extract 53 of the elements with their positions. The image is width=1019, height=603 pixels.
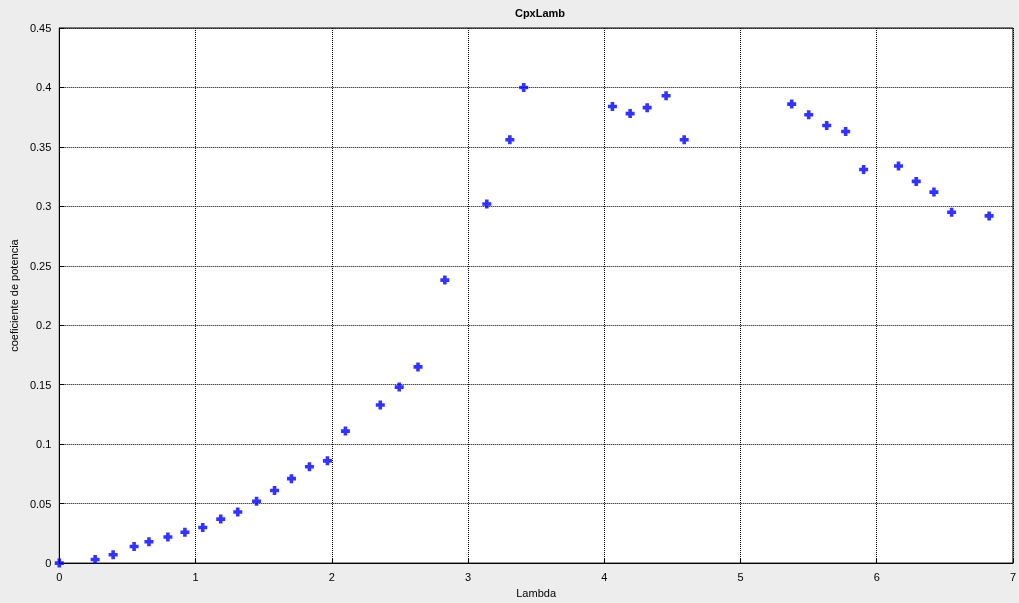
x-tick-label: 2 bbox=[328, 570, 335, 583]
point bbox=[129, 541, 139, 551]
y-tick-label: 0.45 bbox=[29, 22, 52, 34]
point bbox=[90, 555, 100, 565]
point bbox=[144, 537, 154, 547]
y-tick-label: 0.3 bbox=[36, 200, 52, 213]
point bbox=[252, 496, 262, 506]
y-tick-label: 0.25 bbox=[29, 259, 52, 272]
x-tick-label: 3 bbox=[464, 570, 472, 583]
point bbox=[304, 462, 314, 472]
x-tick-label: 6 bbox=[873, 570, 880, 583]
point bbox=[679, 135, 689, 145]
x-axis-title: Lambda bbox=[516, 586, 557, 599]
y-tick-label: 0.2 bbox=[36, 319, 52, 332]
point bbox=[394, 382, 404, 392]
point bbox=[413, 362, 423, 372]
point bbox=[894, 161, 904, 171]
point bbox=[519, 82, 529, 92]
x-tick-label: 1 bbox=[192, 570, 199, 583]
point bbox=[625, 109, 635, 119]
x-tick-label: 7 bbox=[1009, 570, 1016, 583]
y-axis-title: coeficiente de potencia bbox=[7, 238, 20, 352]
y-tick-label: 0 bbox=[45, 557, 52, 570]
point bbox=[216, 514, 226, 524]
point bbox=[505, 135, 515, 145]
point bbox=[661, 91, 671, 101]
point bbox=[804, 110, 814, 120]
point bbox=[163, 532, 173, 542]
y-tick-label: 0.4 bbox=[36, 81, 52, 94]
point bbox=[911, 176, 921, 186]
point bbox=[984, 211, 994, 221]
chart-title: CpxLamb bbox=[514, 6, 566, 19]
point bbox=[322, 456, 332, 466]
point bbox=[233, 507, 243, 517]
point bbox=[787, 99, 797, 109]
point bbox=[642, 103, 652, 113]
y-tick-label: 0.35 bbox=[29, 140, 52, 153]
x-tick-label: 4 bbox=[601, 570, 608, 583]
point bbox=[822, 121, 832, 131]
y-tick-label: 0.15 bbox=[29, 378, 52, 391]
point bbox=[108, 550, 118, 560]
y-tick-label: 0.05 bbox=[29, 497, 52, 510]
point bbox=[482, 199, 492, 209]
x-tick-label: 0 bbox=[56, 570, 63, 583]
point bbox=[929, 187, 939, 197]
point bbox=[198, 522, 208, 532]
x-tick-label: 5 bbox=[737, 570, 744, 583]
point bbox=[54, 558, 64, 568]
point bbox=[440, 275, 450, 285]
point bbox=[340, 426, 350, 436]
point bbox=[375, 400, 385, 410]
point bbox=[180, 527, 190, 537]
y-tick-label: 0.1 bbox=[36, 438, 52, 451]
